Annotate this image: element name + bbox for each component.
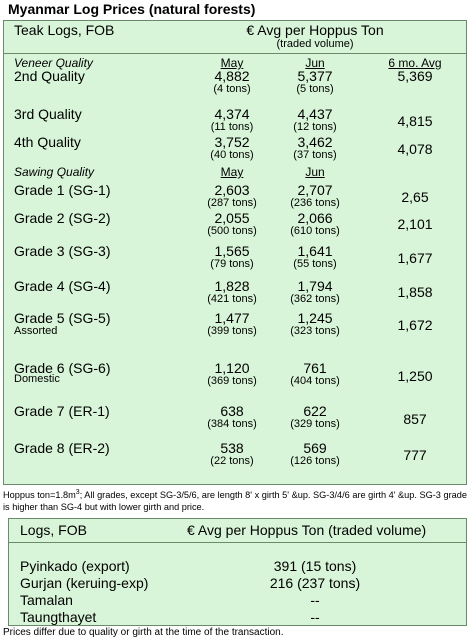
row-sub: Assorted [14, 325, 58, 337]
jun-volume: (12 tons) [293, 121, 337, 133]
row-name: Grade 4 (SG-4) [14, 278, 111, 294]
log-name: Tamalan [20, 592, 73, 608]
row-name: Grade 5 (SG-5) [14, 310, 111, 326]
note-sup: 3 [75, 489, 80, 496]
other-box [8, 518, 467, 626]
avg-price: 1,677 [397, 250, 433, 266]
jun-price: 761 [303, 360, 327, 376]
other-header: Logs, FOB [20, 522, 87, 538]
jun-volume: (126 tons) [290, 455, 340, 467]
footnote: Hoppus ton=1.8m3; All grades, except SG-… [3, 487, 467, 513]
may-volume: (11 tons) [210, 121, 254, 133]
jun-volume: (404 tons) [290, 375, 340, 387]
other-unit: € Avg per Hoppus Ton (traded volume) [187, 522, 427, 538]
avg-price: 857 [403, 411, 427, 427]
avg-price: 5,369 [397, 68, 433, 84]
log-name: Pyinkado (export) [20, 558, 130, 574]
log-name: Taungthayet [20, 609, 97, 625]
teak-unit: € Avg per Hoppus Ton [246, 22, 384, 38]
may-volume: (4 tons) [213, 83, 251, 95]
row-name: 4th Quality [14, 134, 81, 150]
jun-price: 3,462 [297, 134, 333, 150]
may-price: 1,120 [214, 360, 250, 376]
jun-price: 5,377 [297, 68, 333, 84]
avg-price: 2,65 [401, 189, 429, 205]
may-price: 2,055 [214, 210, 250, 226]
may-volume: (369 tons) [207, 375, 257, 387]
section-label: Veneer Quality [14, 56, 93, 70]
may-price: 2,603 [214, 182, 250, 198]
may-volume: (22 tons) [210, 455, 254, 467]
log-price: 216 (237 tons) [269, 575, 361, 591]
may-volume: (287 tons) [207, 197, 257, 209]
avg-price: 2,101 [397, 216, 433, 232]
may-price: 1,565 [214, 243, 250, 259]
jun-price: 2,707 [297, 182, 333, 198]
may-volume: (384 tons) [207, 418, 257, 430]
jun-price: 569 [303, 440, 327, 456]
column-head: May [220, 56, 244, 70]
jun-price: 622 [303, 403, 327, 419]
may-volume: (40 tons) [210, 149, 254, 161]
note-text: Hoppus ton=1.8m [3, 490, 76, 501]
avg-price: 4,078 [397, 141, 433, 157]
row-name: 2nd Quality [14, 68, 85, 84]
jun-volume: (329 tons) [290, 418, 340, 430]
row-name: Grade 7 (ER-1) [14, 403, 110, 419]
avg-price: 1,250 [397, 368, 433, 384]
jun-price: 1,245 [297, 310, 333, 326]
teak-box [3, 20, 467, 485]
jun-volume: (323 tons) [290, 325, 340, 337]
jun-volume: (5 tons) [296, 83, 334, 95]
may-price: 638 [220, 403, 244, 419]
avg-price: 1,858 [397, 284, 433, 300]
section-label: Sawing Quality [14, 165, 95, 179]
may-volume: (399 tons) [207, 325, 257, 337]
may-volume: (421 tons) [207, 293, 257, 305]
log-price: 391 (15 tons) [273, 558, 357, 574]
header-rule [3, 53, 467, 54]
may-price: 4,882 [214, 68, 250, 84]
jun-volume: (362 tons) [290, 293, 340, 305]
header-rule [8, 542, 467, 543]
jun-volume: (37 tons) [293, 149, 337, 161]
may-price: 3,752 [214, 134, 250, 150]
log-price: -- [310, 609, 320, 625]
row-name: Grade 6 (SG-6) [14, 360, 111, 376]
jun-price: 1,794 [297, 278, 333, 294]
row-name: Grade 3 (SG-3) [14, 243, 111, 259]
row-name: Grade 1 (SG-1) [14, 182, 111, 198]
may-price: 538 [220, 440, 244, 456]
avg-price: 777 [403, 447, 427, 463]
footer: Prices differ due to quality or girth at… [3, 627, 284, 638]
jun-price: 1,641 [297, 243, 333, 259]
may-price: 1,477 [214, 310, 250, 326]
teak-unit-note: (traded volume) [276, 38, 354, 50]
title: Myanmar Log Prices (natural forests) [8, 1, 256, 17]
jun-price: 4,437 [297, 106, 333, 122]
jun-volume: (236 tons) [290, 197, 340, 209]
log-name: Gurjan (keruing-exp) [20, 575, 149, 591]
teak-header: Teak Logs, FOB [14, 22, 115, 38]
jun-volume: (55 tons) [293, 258, 337, 270]
column-head: 6 mo. Avg [388, 56, 442, 70]
jun-volume: (610 tons) [290, 225, 340, 237]
row-sub: Domestic [14, 373, 60, 385]
note-text: ; All grades, except SG-3/5/6, are lengt… [3, 490, 467, 513]
row-name: 3rd Quality [14, 106, 82, 122]
row-name: Grade 8 (ER-2) [14, 440, 110, 456]
may-volume: (500 tons) [207, 225, 257, 237]
jun-price: 2,066 [297, 210, 333, 226]
row-name: Grade 2 (SG-2) [14, 210, 111, 226]
column-head: Jun [305, 165, 325, 179]
avg-price: 4,815 [397, 113, 433, 129]
may-volume: (79 tons) [210, 258, 254, 270]
column-head: May [220, 165, 244, 179]
log-price: -- [310, 592, 320, 608]
avg-price: 1,672 [397, 317, 433, 333]
may-price: 1,828 [214, 278, 250, 294]
may-price: 4,374 [214, 106, 250, 122]
column-head: Jun [305, 56, 325, 70]
